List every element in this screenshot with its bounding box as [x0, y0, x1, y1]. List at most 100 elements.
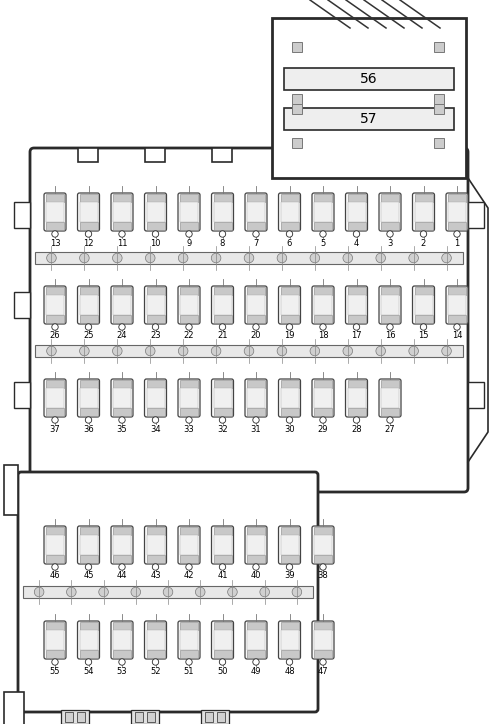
Text: 38: 38	[318, 571, 328, 581]
Bar	[214, 380, 232, 388]
Bar	[280, 222, 298, 230]
Text: 2: 2	[421, 238, 426, 248]
Bar	[80, 631, 98, 649]
Text: 25: 25	[83, 332, 94, 340]
Text: 36: 36	[83, 424, 94, 434]
Bar	[146, 194, 164, 203]
Circle shape	[163, 587, 173, 597]
Circle shape	[354, 231, 360, 237]
Bar	[414, 315, 432, 323]
Bar	[292, 104, 302, 114]
Bar	[247, 315, 265, 323]
FancyBboxPatch shape	[412, 193, 434, 231]
FancyBboxPatch shape	[44, 621, 66, 659]
FancyBboxPatch shape	[178, 193, 200, 231]
FancyBboxPatch shape	[312, 526, 334, 564]
Text: 14: 14	[452, 332, 462, 340]
Circle shape	[86, 231, 91, 237]
Bar	[61, 710, 89, 724]
Bar	[381, 194, 399, 203]
Bar	[180, 295, 198, 315]
FancyBboxPatch shape	[446, 286, 468, 324]
Bar	[381, 380, 399, 388]
Circle shape	[277, 346, 286, 355]
Bar	[146, 535, 164, 555]
Circle shape	[52, 564, 58, 571]
Bar	[348, 315, 366, 323]
Text: 4: 4	[354, 238, 359, 248]
FancyBboxPatch shape	[178, 379, 200, 417]
Bar	[113, 622, 131, 631]
Circle shape	[186, 417, 192, 424]
FancyBboxPatch shape	[212, 193, 234, 231]
Bar	[280, 287, 298, 295]
FancyBboxPatch shape	[212, 526, 234, 564]
Bar	[247, 631, 265, 649]
FancyBboxPatch shape	[111, 526, 133, 564]
Bar	[180, 380, 198, 388]
Bar	[146, 222, 164, 230]
Bar	[147, 712, 155, 722]
Bar	[448, 203, 466, 222]
Text: 43: 43	[150, 571, 161, 581]
Bar	[180, 631, 198, 649]
Circle shape	[220, 231, 226, 237]
Bar	[180, 535, 198, 555]
Bar	[314, 649, 332, 658]
Bar	[247, 222, 265, 230]
Bar	[314, 287, 332, 295]
Bar	[80, 203, 98, 222]
Text: 6: 6	[287, 238, 292, 248]
Bar	[314, 315, 332, 323]
Circle shape	[186, 564, 192, 571]
Bar	[46, 555, 64, 563]
FancyBboxPatch shape	[379, 286, 401, 324]
Bar	[14, 202, 30, 228]
FancyBboxPatch shape	[278, 193, 300, 231]
Bar	[280, 535, 298, 555]
FancyBboxPatch shape	[446, 193, 468, 231]
Bar	[80, 555, 98, 563]
Bar	[414, 203, 432, 222]
FancyBboxPatch shape	[18, 472, 318, 712]
FancyBboxPatch shape	[245, 286, 267, 324]
FancyBboxPatch shape	[78, 379, 100, 417]
Text: 37: 37	[50, 424, 60, 434]
Bar	[214, 287, 232, 295]
Bar	[247, 203, 265, 222]
Text: 8: 8	[220, 238, 225, 248]
Bar	[146, 622, 164, 631]
Bar	[448, 287, 466, 295]
Bar	[214, 203, 232, 222]
Bar	[46, 295, 64, 315]
Circle shape	[52, 659, 58, 665]
Text: 27: 27	[384, 424, 396, 434]
Bar	[214, 295, 232, 315]
Circle shape	[112, 346, 122, 355]
Circle shape	[320, 659, 326, 665]
Bar	[180, 555, 198, 563]
Text: 1: 1	[454, 238, 460, 248]
Bar	[314, 555, 332, 563]
Circle shape	[99, 587, 108, 597]
Text: 30: 30	[284, 424, 295, 434]
Circle shape	[286, 324, 292, 330]
Circle shape	[212, 253, 221, 263]
Bar	[292, 94, 302, 104]
Circle shape	[152, 231, 158, 237]
FancyBboxPatch shape	[178, 286, 200, 324]
FancyBboxPatch shape	[78, 286, 100, 324]
Circle shape	[260, 587, 270, 597]
Bar	[292, 42, 302, 52]
FancyBboxPatch shape	[178, 526, 200, 564]
FancyBboxPatch shape	[312, 621, 334, 659]
Bar	[46, 194, 64, 203]
Circle shape	[119, 231, 125, 237]
FancyBboxPatch shape	[111, 286, 133, 324]
Bar	[214, 649, 232, 658]
Circle shape	[292, 587, 302, 597]
Bar	[35, 252, 463, 264]
Bar	[247, 555, 265, 563]
Bar	[77, 712, 85, 722]
Bar	[4, 465, 18, 515]
